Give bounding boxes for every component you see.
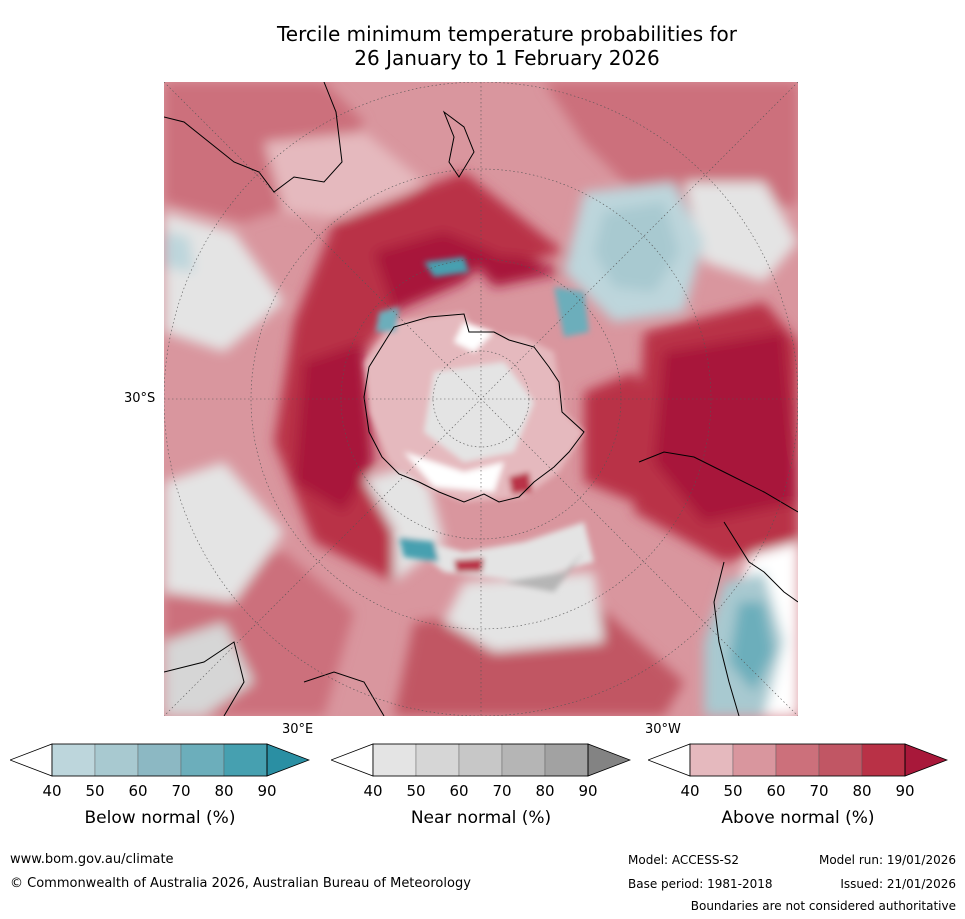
near-normal-colorbar (331, 743, 631, 777)
above-normal-colorbar-title: Above normal (%) (721, 808, 875, 828)
near-normal-tick-label: 80 (535, 782, 555, 800)
above-normal-tick-label: 90 (895, 782, 915, 800)
model-text: Model: ACCESS-S2 (628, 853, 740, 867)
below-normal-tick-label: 70 (171, 782, 191, 800)
issued-text: Issued: 21/01/2026 (840, 877, 956, 891)
above-normal-colorbar-high-extend (904, 743, 948, 777)
lon-label-30e: 30°E (282, 722, 314, 737)
above-normal-colorbar-segment (775, 743, 820, 777)
below-normal-colorbar-segment (137, 743, 182, 777)
above-normal-colorbar-segment (689, 743, 734, 777)
model-run-text: Model run: 19/01/2026 (818, 853, 956, 867)
below-normal-colorbar-segment (180, 743, 225, 777)
africa-coastline (164, 641, 385, 716)
near-normal-colorbar-low-extend (331, 743, 374, 777)
near-normal-colorbar-segment (458, 743, 503, 777)
below-normal-colorbar-low-extend (10, 743, 53, 777)
antarctica-coastline (363, 313, 585, 503)
above-normal-tick-label: 40 (680, 782, 700, 800)
graticule (164, 82, 798, 716)
below-normal-colorbar-high-extend (266, 743, 310, 777)
near-normal-tick-label: 90 (578, 782, 598, 800)
above-normal-colorbar-segment (861, 743, 906, 777)
website-text: www.bom.gov.au/climate (10, 852, 174, 867)
near-normal-colorbar-segment (415, 743, 460, 777)
below-normal-colorbar-title: Below normal (%) (84, 808, 236, 828)
copyright-text: © Commonwealth of Australia 2026, Austra… (10, 876, 471, 891)
near-normal-colorbar-high-extend (587, 743, 631, 777)
base-period-text: Base period: 1981-2018 (628, 877, 773, 891)
below-normal-tick-label: 50 (85, 782, 105, 800)
above-normal-colorbar-low-extend (648, 743, 691, 777)
near-normal-colorbar-segment (501, 743, 546, 777)
below-normal-colorbar (10, 743, 310, 777)
above-normal-colorbar-segment (818, 743, 863, 777)
below-normal-colorbar-segment (223, 743, 268, 777)
above-normal-tick-label: 60 (766, 782, 786, 800)
map-title: Tercile minimum temperature probabilitie… (0, 22, 965, 70)
title-line-2: 26 January to 1 February 2026 (354, 46, 660, 70)
title-line-1: Tercile minimum temperature probabilitie… (276, 22, 738, 46)
above-normal-colorbar (648, 743, 948, 777)
near-normal-colorbar-segment (544, 743, 589, 777)
lat-label-30s: 30°S (124, 391, 156, 406)
below-normal-colorbar-segment (94, 743, 139, 777)
near-normal-tick-label: 70 (492, 782, 512, 800)
lon-label-30w: 30°W (645, 722, 681, 737)
below-normal-colorbar-segment (51, 743, 96, 777)
above-normal-tick-label: 70 (809, 782, 829, 800)
near-normal-tick-label: 40 (363, 782, 383, 800)
australia-coastline (164, 82, 343, 193)
probability-map[interactable] (164, 82, 798, 716)
above-normal-colorbar-segment (732, 743, 777, 777)
disclaimer-text: Boundaries are not considered authoritat… (690, 899, 956, 913)
above-normal-tick-label: 80 (852, 782, 872, 800)
above-normal-tick-label: 50 (723, 782, 743, 800)
near-normal-tick-label: 60 (449, 782, 469, 800)
new-zealand-coastline (442, 110, 475, 178)
near-normal-colorbar-title: Near normal (%) (410, 808, 552, 828)
south-america-coastline (638, 451, 798, 716)
below-normal-tick-label: 90 (257, 782, 277, 800)
near-normal-colorbar-segment (372, 743, 417, 777)
below-normal-tick-label: 40 (42, 782, 62, 800)
near-normal-tick-label: 50 (406, 782, 426, 800)
below-normal-tick-label: 80 (214, 782, 234, 800)
below-normal-tick-label: 60 (128, 782, 148, 800)
